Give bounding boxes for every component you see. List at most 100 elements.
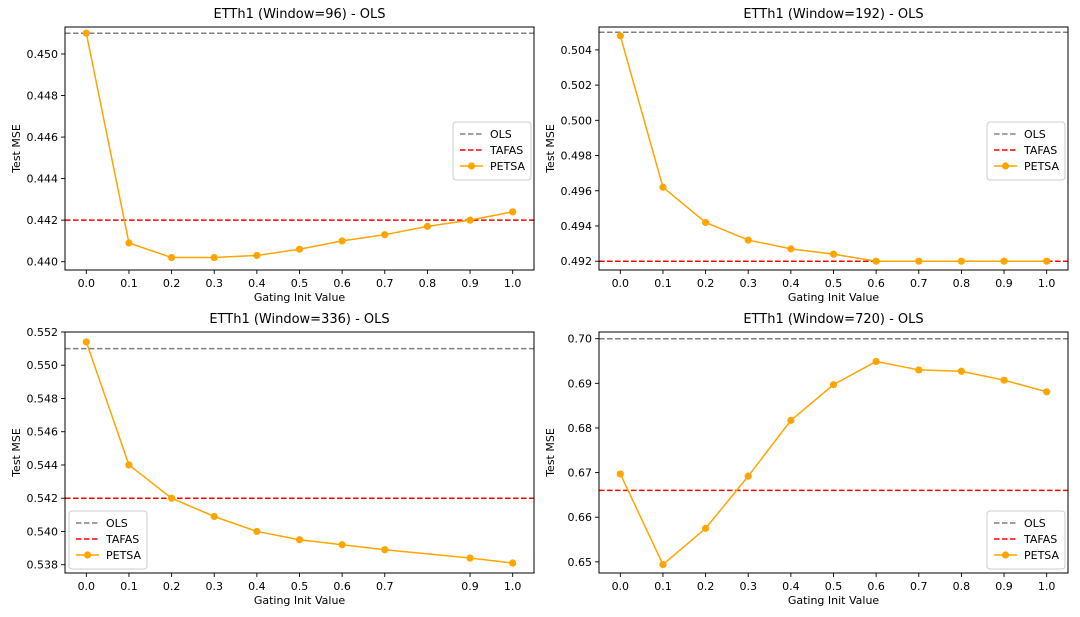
legend-label-petsa: PETSA xyxy=(490,160,525,173)
legend: OLS TAFAS PETSA xyxy=(986,510,1066,570)
x-tick-label: 0.0 xyxy=(612,580,630,593)
axes-frame xyxy=(64,26,535,271)
chart-title: ETTh1 (Window=192) - OLS xyxy=(743,7,923,22)
y-tick-label: 0.548 xyxy=(27,392,59,405)
legend-label-ols: OLS xyxy=(1024,128,1046,141)
legend-label-ols: OLS xyxy=(106,517,128,530)
x-tick-label: 0.3 xyxy=(739,277,757,290)
x-tick-label: 0.2 xyxy=(697,580,715,593)
y-tick-label: 0.552 xyxy=(27,326,59,339)
y-tick-label: 0.492 xyxy=(561,255,593,268)
x-tick-label: 0.5 xyxy=(291,580,309,593)
petsa-point xyxy=(744,236,752,244)
y-axis-label: Test MSE xyxy=(544,124,557,174)
legend-label-tafas: TAFAS xyxy=(1023,533,1057,546)
y-tick-label: 0.504 xyxy=(561,44,593,57)
y-tick-label: 0.448 xyxy=(27,90,59,103)
legend-marker-petsa xyxy=(83,551,92,559)
x-tick-label: 0.5 xyxy=(825,580,843,593)
x-tick-label: 0.6 xyxy=(333,277,351,290)
x-tick-label: 0.8 xyxy=(419,277,437,290)
petsa-point xyxy=(82,338,90,346)
petsa-point xyxy=(616,32,624,40)
y-tick-label: 0.442 xyxy=(27,214,59,227)
petsa-point xyxy=(1000,376,1008,384)
y-tick-label: 0.540 xyxy=(27,525,59,538)
legend-label-tafas: TAFAS xyxy=(1023,144,1057,157)
y-tick-label: 0.446 xyxy=(27,131,59,144)
x-tick-label: 0.0 xyxy=(78,277,96,290)
y-axis-label: Test MSE xyxy=(10,124,23,174)
petsa-point xyxy=(957,257,966,265)
plot-area xyxy=(599,337,1068,569)
x-axis-label: Gating Init Value xyxy=(788,291,880,304)
axes-frame xyxy=(64,331,535,574)
legend-marker-petsa xyxy=(1001,162,1010,170)
petsa-point xyxy=(509,559,517,567)
x-tick-label: 0.7 xyxy=(376,580,394,593)
x-tick-label: 0.8 xyxy=(953,580,971,593)
x-tick-label: 0.7 xyxy=(910,277,928,290)
legend: OLS TAFAS PETSA xyxy=(986,121,1066,181)
x-tick-label: 0.5 xyxy=(291,277,309,290)
x-tick-label: 0.6 xyxy=(867,277,885,290)
plot-area xyxy=(65,338,534,567)
petsa-line xyxy=(85,33,513,259)
x-tick-label: 0.5 xyxy=(825,277,843,290)
legend-marker-petsa xyxy=(467,162,476,170)
petsa-point xyxy=(381,546,389,554)
axes-frame xyxy=(598,26,1069,271)
petsa-point xyxy=(381,231,389,239)
y-tick-label: 0.444 xyxy=(27,173,59,186)
petsa-point xyxy=(210,253,218,262)
y-tick-label: 0.494 xyxy=(561,220,593,233)
y-tick-label: 0.450 xyxy=(27,48,59,61)
petsa-point xyxy=(659,183,667,191)
x-tick-label: 0.4 xyxy=(782,580,800,593)
y-tick-label: 0.544 xyxy=(27,459,59,472)
petsa-point xyxy=(829,250,838,258)
petsa-point xyxy=(253,527,261,536)
y-tick-label: 0.68 xyxy=(568,422,593,435)
plot-area xyxy=(599,31,1068,265)
petsa-point xyxy=(957,367,966,375)
petsa-line xyxy=(619,360,1047,566)
y-tick-label: 0.65 xyxy=(568,556,593,569)
x-tick-label: 0.1 xyxy=(120,580,138,593)
x-tick-label: 0.1 xyxy=(120,277,138,290)
petsa-point xyxy=(915,257,923,265)
chart-title: ETTh1 (Window=96) - OLS xyxy=(213,7,385,22)
petsa-point xyxy=(829,381,838,389)
y-tick-label: 0.496 xyxy=(561,185,593,198)
x-tick-label: 0.8 xyxy=(953,277,971,290)
x-tick-label: 0.2 xyxy=(163,580,181,593)
x-tick-label: 0.1 xyxy=(654,580,672,593)
petsa-point xyxy=(167,494,176,502)
plot-area xyxy=(65,29,534,262)
chart-panel-3: ETTh1 (Window=336) - OLS 0.0 0.1 0.2 0.3 0.4 0… xyxy=(10,312,535,607)
legend-label-ols: OLS xyxy=(490,128,512,141)
y-tick-label: 0.550 xyxy=(27,359,59,372)
y-tick-label: 0.542 xyxy=(27,492,59,505)
petsa-point xyxy=(1000,257,1008,265)
x-tick-label: 0.9 xyxy=(995,277,1013,290)
y-axis-label: Test MSE xyxy=(10,428,23,478)
y-tick-label: 0.69 xyxy=(568,377,593,390)
petsa-point xyxy=(787,245,795,253)
legend: OLS TAFAS PETSA xyxy=(68,510,148,570)
legend-label-ols: OLS xyxy=(1024,517,1046,530)
y-tick-label: 0.498 xyxy=(561,150,593,163)
x-tick-label: 0.2 xyxy=(163,277,181,290)
x-axis-label: Gating Init Value xyxy=(254,594,346,607)
petsa-point xyxy=(82,29,90,37)
x-tick-label: 0.6 xyxy=(333,580,351,593)
y-tick-label: 0.502 xyxy=(561,79,593,92)
petsa-point xyxy=(295,245,304,253)
y-tick-label: 0.500 xyxy=(561,114,593,127)
x-tick-label: 0.1 xyxy=(654,277,672,290)
x-tick-label: 1.0 xyxy=(1038,580,1056,593)
petsa-point xyxy=(466,554,474,562)
petsa-point xyxy=(125,239,133,247)
petsa-point xyxy=(701,524,710,532)
